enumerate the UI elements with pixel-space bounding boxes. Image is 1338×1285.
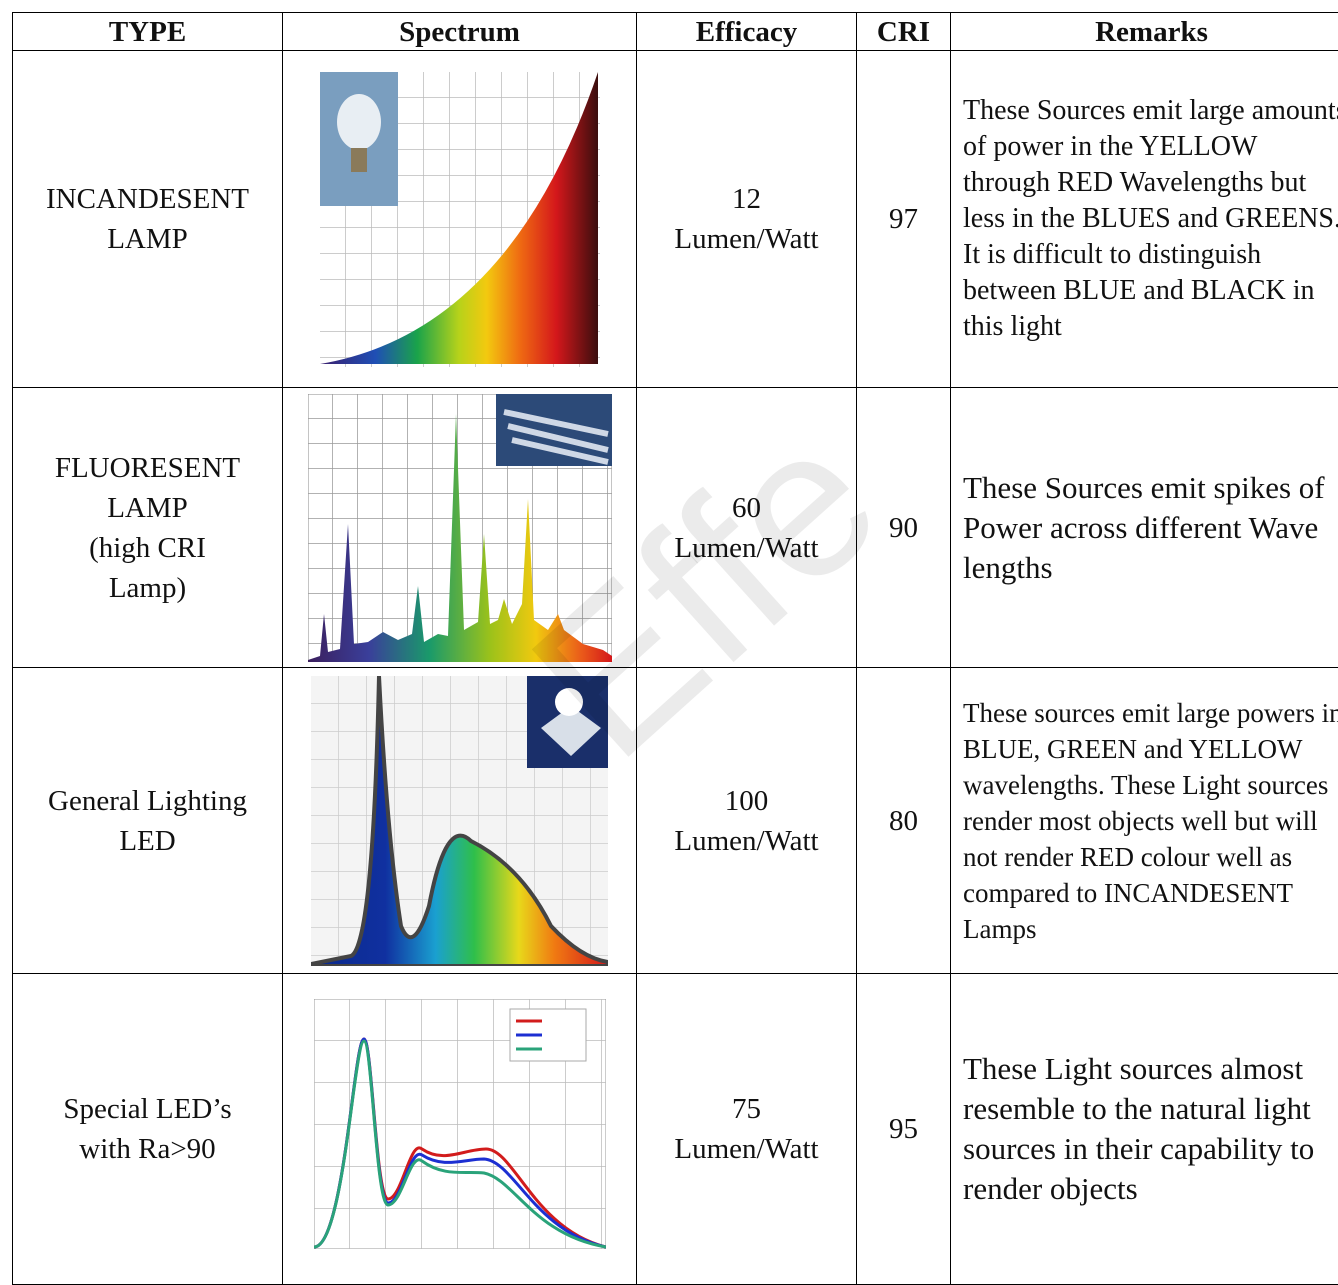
type-line: with Ra>90 [13,1129,282,1169]
spectrum-cell [283,668,637,974]
header-cell: TYPE [13,13,283,51]
remarks-cell: These Light sources almost resemble to t… [951,974,1338,1285]
efficacy-line: Lumen/Watt [637,1129,856,1169]
type-line: (high CRI [13,528,282,568]
remark: It is difficult to distinguish between B… [963,237,1338,345]
type-line: LAMP [13,488,282,528]
efficacy-line: Lumen/Watt [637,528,856,568]
cri-cell: 80 [857,668,951,974]
spectrum-image [311,676,608,966]
remarks-cell: These Sources emit large amounts of powe… [951,51,1338,388]
efficacy-line: 100 [637,781,856,821]
efficacy-line: 12 [637,179,856,219]
spectrum-shape [555,688,583,716]
spectrum-cell [283,974,637,1285]
cri-cell: 97 [857,51,951,388]
type-line: Lamp) [13,568,282,608]
spectrum-image [320,72,600,367]
header-cell: Remarks [951,13,1338,51]
efficacy-line: 60 [637,488,856,528]
spectrum-image [314,999,606,1249]
remark: These Sources emit spikes of Power acros… [963,468,1338,588]
spectrum-image [308,394,612,662]
spectrum-shape [337,94,381,150]
efficacy-line: Lumen/Watt [637,219,856,259]
header-cell: Efficacy [637,13,857,51]
type-line: LED [13,821,282,861]
header-row: TYPE Spectrum Efficacy CRI Remarks [13,13,1338,51]
spectrum-shape [351,148,367,172]
type-line: FLUORESENT [13,448,282,488]
header-cell: Spectrum [283,13,637,51]
efficacy-line: Lumen/Watt [637,821,856,861]
spectrum-cell [283,51,637,388]
lighting-table: TYPE Spectrum Efficacy CRI Remarks INCAN… [12,12,1338,1285]
efficacy-line: 75 [637,1089,856,1129]
type-line: LAMP [13,219,282,259]
remark: These Sources emit large amounts of powe… [963,93,1338,237]
cri-cell: 95 [857,974,951,1285]
type-line: INCANDESENT [13,179,282,219]
type-line: Special LED’s [13,1089,282,1129]
remarks-cell: These Sources emit spikes of Power acros… [951,388,1338,668]
type-line: General Lighting [13,781,282,821]
cri-cell: 90 [857,388,951,668]
remark: These sources emit large powers in BLUE,… [963,695,1338,947]
header-cell: CRI [857,13,951,51]
remark: These Light sources almost resemble to t… [963,1049,1338,1209]
spectrum-cell [283,388,637,668]
remarks-cell: These sources emit large powers in BLUE,… [951,668,1338,974]
page: TYPE Spectrum Efficacy CRI Remarks INCAN… [0,0,1338,1278]
